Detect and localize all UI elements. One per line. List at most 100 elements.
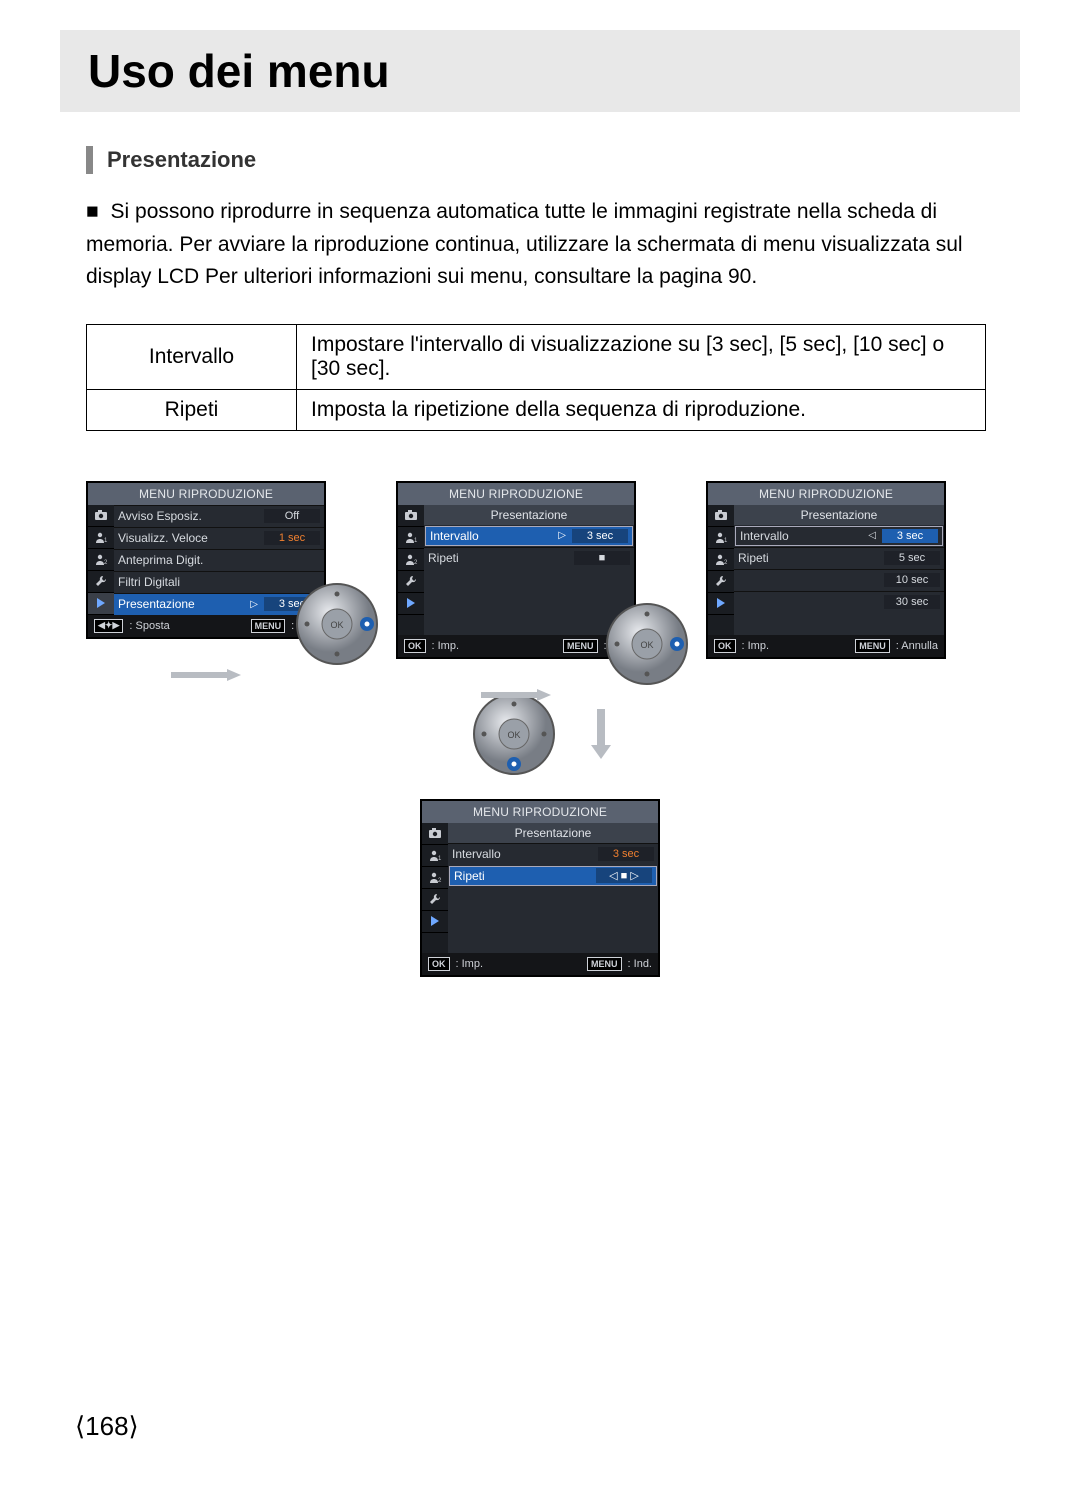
menu-header: MENU RIPRODUZIONE <box>422 801 658 823</box>
flow-arrow-icon <box>171 669 241 681</box>
table-key: Intervallo <box>87 324 297 389</box>
tab-camera-icon <box>398 505 424 527</box>
svg-text:OK: OK <box>507 730 520 740</box>
camera-menu-2: MENU RIPRODUZIONE 1 2 Presentazione Inte… <box>396 481 636 659</box>
menu-header: MENU RIPRODUZIONE <box>88 483 324 505</box>
menu-tabs: 1 2 <box>422 823 448 953</box>
menu-key-icon: MENU <box>587 957 622 971</box>
menu-tabs: 1 2 <box>88 505 114 615</box>
tab-camera-icon <box>88 505 114 527</box>
page-title: Uso dei menu <box>88 44 992 98</box>
menu-tabs: 1 2 <box>398 505 424 635</box>
section-title: Presentazione <box>107 147 256 173</box>
svg-text:OK: OK <box>330 620 343 630</box>
tab-play-icon <box>398 593 424 615</box>
center-dial-block: OK <box>60 689 1020 779</box>
menu-key-icon: MENU <box>251 619 286 633</box>
menu-item: Ripeti■ <box>424 547 634 569</box>
tab-play-icon <box>88 593 114 615</box>
menu-item: 10 sec <box>734 569 944 591</box>
tab-play-icon <box>422 911 448 933</box>
menu-tabs: 1 2 <box>708 505 734 635</box>
tab-wrench-icon <box>708 571 734 593</box>
flow-arrow-icon <box>481 689 551 701</box>
tab-person2-icon: 2 <box>398 549 424 571</box>
tab-person2-icon: 2 <box>708 549 734 571</box>
ok-key-icon: OK <box>404 639 426 653</box>
menu-item: 30 sec <box>734 591 944 613</box>
menu-rows: Presentazione Intervallo3 sec Ripeti◁ ■ … <box>448 823 658 953</box>
tab-wrench-icon <box>422 889 448 911</box>
intro-paragraph: ■ Si possono riprodurre in sequenza auto… <box>86 196 1020 294</box>
page-number: ⟨168⟩ <box>75 1411 139 1442</box>
tab-camera-icon <box>422 823 448 845</box>
menu-item: Avviso Esposiz.Off <box>114 505 324 527</box>
svg-text:2: 2 <box>438 878 442 883</box>
tab-person2-icon: 2 <box>422 867 448 889</box>
tab-person2-icon: 2 <box>88 549 114 571</box>
tab-wrench-icon <box>88 571 114 593</box>
ok-key-icon: OK <box>428 957 450 971</box>
options-table: Intervallo Impostare l'intervallo di vis… <box>86 324 986 431</box>
menu-subhead: Presentazione <box>448 823 658 843</box>
menu-footer: OK: Imp. MENU: Ind. <box>398 635 634 657</box>
tab-play-icon <box>708 593 734 615</box>
nav-key-icon: ◀✦▶ <box>94 619 123 633</box>
camera-menu-4: MENU RIPRODUZIONE 1 2 Presentazione Inte… <box>420 799 660 977</box>
menu-4-wrap: MENU RIPRODUZIONE 1 2 Presentazione Inte… <box>60 799 1020 977</box>
menu-rows: Presentazione Intervallo◁3 sec Ripeti5 s… <box>734 505 944 635</box>
menu-2-wrap: MENU RIPRODUZIONE 1 2 Presentazione Inte… <box>396 481 636 659</box>
menu-item: Ripeti5 sec <box>734 547 944 569</box>
menu-3-wrap: MENU RIPRODUZIONE 1 2 Presentazione Inte… <box>706 481 946 659</box>
page-title-bar: Uso dei menu <box>60 30 1020 112</box>
tab-person1-icon: 1 <box>88 527 114 549</box>
menu-key-icon: MENU <box>563 639 598 653</box>
table-row: Ripeti Imposta la ripetizione della sequ… <box>87 389 986 430</box>
camera-menu-1: MENU RIPRODUZIONE 1 2 Avviso Esposiz.Off… <box>86 481 326 639</box>
svg-text:2: 2 <box>724 560 728 565</box>
chevron-right-icon: ▷ <box>250 599 258 610</box>
menu-header: MENU RIPRODUZIONE <box>708 483 944 505</box>
table-key: Ripeti <box>87 389 297 430</box>
menu-1-wrap: MENU RIPRODUZIONE 1 2 Avviso Esposiz.Off… <box>86 481 326 639</box>
bullet-icon: ■ <box>86 200 99 223</box>
menu-subhead: Presentazione <box>734 505 944 525</box>
dial-icon: OK <box>292 579 382 669</box>
menu-footer: OK: Imp. MENU: Ind. <box>422 953 658 975</box>
table-row: Intervallo Impostare l'intervallo di vis… <box>87 324 986 389</box>
menu-item: Visualizz. Veloce1 sec <box>114 527 324 549</box>
flow-arrow-down-icon <box>591 709 611 759</box>
tab-person1-icon: 1 <box>422 845 448 867</box>
menu-footer: OK: Imp. MENU: Annulla <box>708 635 944 657</box>
svg-text:1: 1 <box>104 538 108 543</box>
camera-menu-3: MENU RIPRODUZIONE 1 2 Presentazione Inte… <box>706 481 946 659</box>
menu-footer: ◀✦▶: Sposta MENU: Esci <box>88 615 324 637</box>
chevron-right-icon: ▷ <box>558 530 566 541</box>
menu-item-selected: Intervallo▷3 sec <box>425 526 633 546</box>
table-val: Impostare l'intervallo di visualizzazion… <box>297 324 986 389</box>
menu-item: Intervallo3 sec <box>448 843 658 865</box>
section-heading: Presentazione <box>86 146 1020 174</box>
svg-text:2: 2 <box>414 560 418 565</box>
menu-screenshots-row: MENU RIPRODUZIONE 1 2 Avviso Esposiz.Off… <box>86 481 1020 659</box>
heading-bar-icon <box>86 146 93 174</box>
menu-key-icon: MENU <box>855 639 890 653</box>
menu-subhead: Presentazione <box>424 505 634 525</box>
chevron-left-icon: ◁ <box>868 530 876 541</box>
svg-text:OK: OK <box>640 640 653 650</box>
svg-text:2: 2 <box>104 560 108 565</box>
tab-person1-icon: 1 <box>708 527 734 549</box>
menu-item: Intervallo◁3 sec <box>735 526 943 546</box>
menu-item: Anteprima Digit. <box>114 549 324 571</box>
menu-item-selected: Ripeti◁ ■ ▷ <box>449 866 657 886</box>
svg-text:1: 1 <box>724 538 728 543</box>
dial-icon: OK <box>602 599 692 689</box>
tab-person1-icon: 1 <box>398 527 424 549</box>
intro-text: Si possono riprodurre in sequenza automa… <box>86 200 963 288</box>
tab-camera-icon <box>708 505 734 527</box>
dial-icon: OK <box>469 689 559 779</box>
menu-header: MENU RIPRODUZIONE <box>398 483 634 505</box>
ok-key-icon: OK <box>714 639 736 653</box>
svg-text:1: 1 <box>414 538 418 543</box>
svg-text:1: 1 <box>438 856 442 861</box>
